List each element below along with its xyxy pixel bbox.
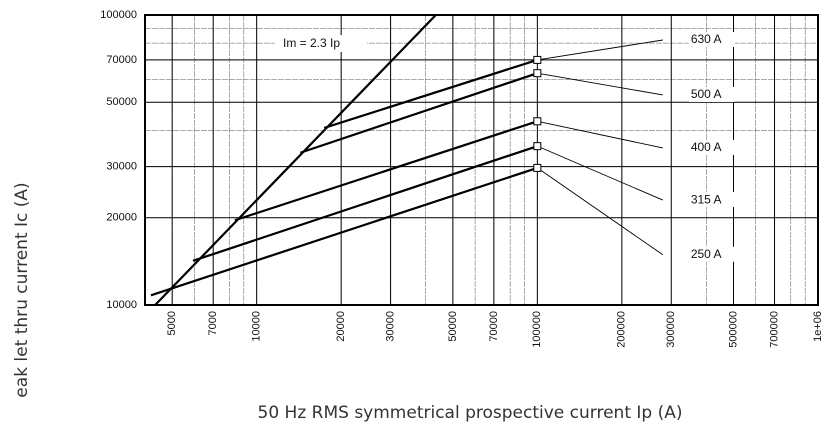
x-tick-label: 700000 xyxy=(768,311,780,348)
curve-main xyxy=(150,166,538,297)
y-axis-label: eak let thru current Ic (A) xyxy=(12,182,32,397)
marker xyxy=(533,163,542,172)
x-axis-label: 50 Hz RMS symmetrical prospective curren… xyxy=(258,403,683,423)
limit-label: Im = 2.3 Ip xyxy=(283,36,340,50)
y-tick-label: 70000 xyxy=(106,54,137,66)
x-tick-label: 5000 xyxy=(166,311,178,335)
curve-main xyxy=(234,120,538,222)
curve-tail xyxy=(537,120,663,149)
series-label: 400 A xyxy=(691,140,722,154)
y-tick-label: 10000 xyxy=(106,299,137,311)
series-label: 250 A xyxy=(691,247,722,261)
y-tick-label: 100000 xyxy=(100,9,137,21)
limit-line xyxy=(154,14,437,306)
series-label: 500 A xyxy=(691,87,722,101)
x-tick-label: 50000 xyxy=(447,311,459,342)
curve-main xyxy=(192,145,538,262)
x-tick-label: 300000 xyxy=(665,311,677,348)
curve-tail xyxy=(537,145,664,201)
y-tick-label: 30000 xyxy=(106,161,137,173)
x-tick-label: 200000 xyxy=(616,311,628,348)
y-tick-label: 50000 xyxy=(106,96,137,108)
curve-tail xyxy=(537,39,663,61)
x-tick-label: 30000 xyxy=(384,311,396,342)
series-label: 315 A xyxy=(691,192,722,206)
x-tick-label: 7000 xyxy=(207,311,219,335)
plot-frame xyxy=(144,14,819,306)
series-label-box xyxy=(688,139,735,155)
x-tick-label: 70000 xyxy=(488,311,500,342)
x-tick-label: 10000 xyxy=(251,311,263,342)
marker xyxy=(533,55,542,64)
x-tick-label: 100000 xyxy=(531,311,543,348)
series-label-box xyxy=(688,86,735,102)
limit-label-box xyxy=(275,35,367,52)
x-tick-label: 1e+06 xyxy=(812,311,822,342)
series-label-box xyxy=(688,192,735,208)
curve-main xyxy=(299,72,538,154)
series-label-box xyxy=(688,246,735,262)
curve-main xyxy=(323,58,538,129)
marker xyxy=(533,142,542,151)
y-tick-label: 20000 xyxy=(106,212,137,224)
marker xyxy=(533,69,542,78)
curve-tail xyxy=(537,167,664,256)
x-tick-label: 500000 xyxy=(727,311,739,348)
curve-tail xyxy=(537,72,663,96)
series-label: 630 A xyxy=(691,32,722,46)
marker xyxy=(533,117,542,126)
series-label-box xyxy=(688,31,735,47)
x-tick-label: 20000 xyxy=(335,311,347,342)
